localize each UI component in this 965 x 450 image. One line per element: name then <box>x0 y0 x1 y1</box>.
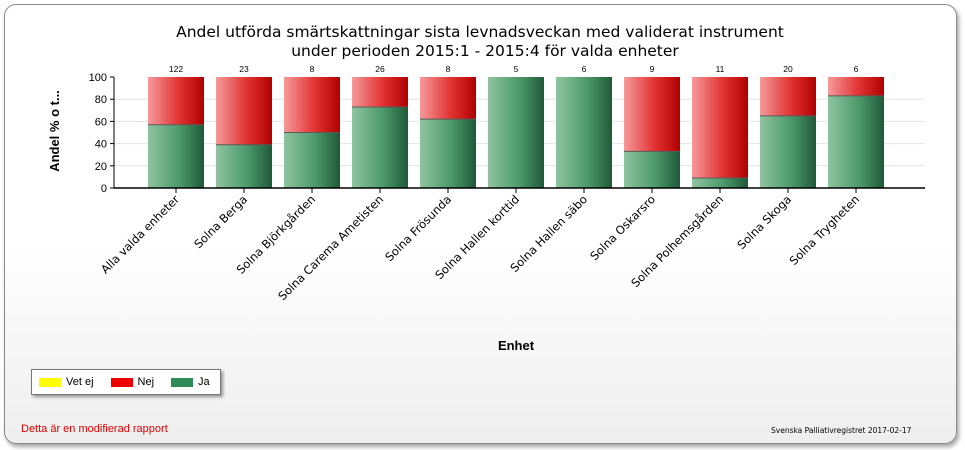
legend-label: Vet ej <box>66 376 94 388</box>
bar-segment-ja <box>148 124 204 188</box>
legend-swatch <box>110 377 133 387</box>
bar-segment-ja <box>760 115 816 188</box>
legend-label: Ja <box>198 376 210 388</box>
bar-segment-nej <box>624 77 680 152</box>
chart-title-line2: under perioden 2015:1 - 2015:4 för valda… <box>291 42 679 60</box>
bar-segment-ja <box>828 95 884 188</box>
bar-segment-ja <box>556 77 612 188</box>
y-tick-label: 20 <box>95 161 107 173</box>
x-category-label: Solna Berga <box>191 192 250 251</box>
bar-segment-ja <box>488 77 544 188</box>
bar-segment-ja <box>420 119 476 188</box>
y-tick-label: 60 <box>95 116 107 128</box>
bar-count-label: 6 <box>854 64 859 74</box>
chart-title-line1: Andel utförda smärtskattningar sista lev… <box>176 23 784 41</box>
bar-segment-nej <box>420 77 476 120</box>
bar-count-label: 11 <box>716 64 725 74</box>
bars <box>148 77 884 188</box>
bar-count-label: 20 <box>783 64 793 74</box>
x-category-label: Solna Oskarsro <box>587 192 658 263</box>
bar-count-label: 26 <box>375 64 385 74</box>
bar-count-label: 122 <box>169 64 183 74</box>
legend-item-vet-ej: Vet ej <box>39 376 94 388</box>
y-tick-label: 40 <box>95 139 107 151</box>
bar-count-label: 5 <box>514 64 519 74</box>
bar-segment-nej <box>828 77 884 96</box>
legend-swatch <box>171 377 194 387</box>
legend-swatch <box>39 377 61 387</box>
legend-label: Nej <box>137 376 155 388</box>
x-axis-title: Enhet <box>498 338 535 353</box>
x-category-label: Solna Frösunda <box>382 192 454 264</box>
bar-count-label: 8 <box>446 64 451 74</box>
source-footer: Svenska Palliativregistret 2017-02-17 <box>771 426 912 435</box>
y-tick-label: 100 <box>89 72 107 84</box>
bar-count-label: 6 <box>582 64 587 74</box>
y-axis-ticks: 0 20 40 60 80 100 <box>89 72 114 195</box>
y-tick-label: 0 <box>101 183 107 195</box>
x-category-label: Solna Hallen säbo <box>507 192 590 275</box>
x-category-label: Alla valda enheter <box>98 192 182 276</box>
bar-segment-nej <box>216 77 272 145</box>
y-axis-title: Andel % o t... <box>47 90 62 172</box>
bar-count-label: 8 <box>310 64 315 74</box>
bar-segment-nej <box>692 77 748 179</box>
bar-segment-ja <box>624 151 680 188</box>
modified-report-note: Detta är en modifierad rapport <box>21 423 168 435</box>
x-category-label: Solna Trygheten <box>787 192 863 268</box>
x-category-label: Solna Skoga <box>734 192 794 252</box>
bar-segment-nej <box>352 77 408 107</box>
bar-segment-nej <box>148 77 204 125</box>
bar-count-labels: 122 23 8 26 8 5 6 9 11 20 6 <box>169 64 859 74</box>
bar-count-label: 23 <box>239 64 249 74</box>
legend-item-ja: Ja <box>171 376 210 388</box>
bar-count-label: 9 <box>650 64 655 74</box>
legend-item-nej: Nej <box>110 376 155 388</box>
bar-segment-ja <box>352 106 408 188</box>
legend: Vet ej Nej Ja <box>31 369 221 395</box>
bar-segment-ja <box>284 132 340 188</box>
y-tick-label: 80 <box>95 94 107 106</box>
bar-segment-nej <box>760 77 816 116</box>
bar-segment-ja <box>216 144 272 188</box>
bar-segment-nej <box>284 77 340 133</box>
bar-segment-ja <box>692 178 748 188</box>
